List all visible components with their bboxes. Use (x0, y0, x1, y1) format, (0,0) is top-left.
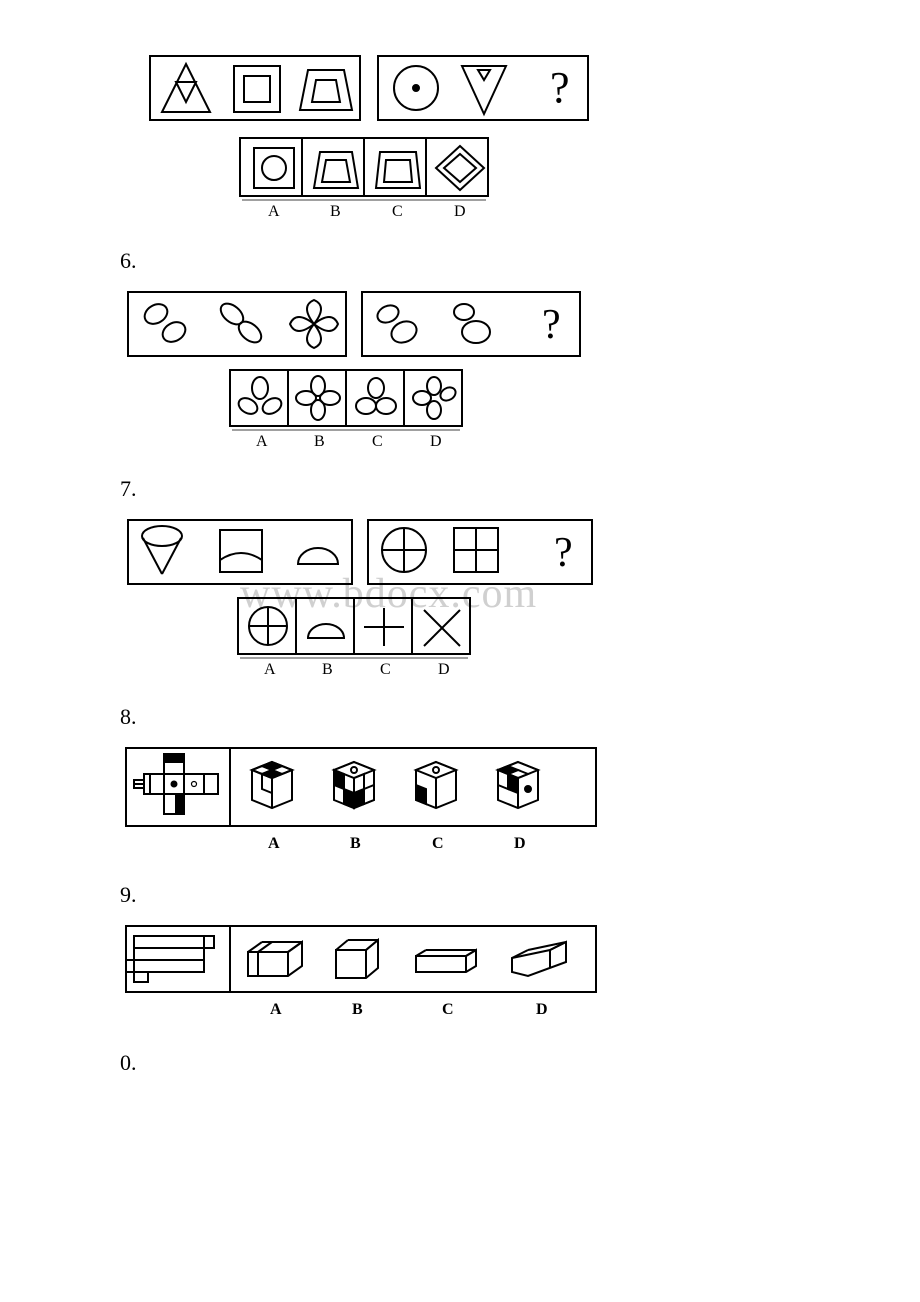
q9-number: 9. (120, 882, 800, 908)
q6-label-c: C (372, 433, 383, 450)
q6-label-a: A (256, 433, 268, 450)
q9-svg: A B C D (120, 920, 620, 1030)
q8-number: 8. (120, 704, 800, 730)
q6-figure: ? (120, 286, 800, 456)
q7-svg: ? (120, 514, 630, 684)
q8-label-d: D (514, 835, 526, 852)
q7-number: 7. (120, 476, 800, 502)
q7-figure: www.bdocx.com (120, 514, 800, 684)
q7-label-c: C (380, 661, 391, 678)
q9-figure: A B C D (120, 920, 800, 1030)
q8-label-b: B (350, 835, 361, 852)
q0-number: 0. (120, 1050, 800, 1076)
q5-figure: ? (140, 48, 800, 228)
q9-label-b: B (352, 1001, 363, 1018)
q9-label-a: A (270, 1001, 282, 1018)
q5-label-d: D (454, 203, 466, 220)
q7-label-a: A (264, 661, 276, 678)
q8-figure: A B C D (120, 742, 800, 862)
q8-label-a: A (268, 835, 280, 852)
q9-label-d: D (536, 1001, 548, 1018)
q7-qmark: ? (554, 530, 573, 576)
q6-svg: ? (120, 286, 620, 456)
q7-label-b: B (322, 661, 333, 678)
q7-label-d: D (438, 661, 450, 678)
q6-label-d: D (430, 433, 442, 450)
q5-qmark: ? (550, 63, 570, 112)
q6-label-b: B (314, 433, 325, 450)
page: ? (0, 0, 920, 1148)
q6-qmark: ? (542, 302, 561, 348)
q5-label-a: A (268, 203, 280, 220)
q8-svg: A B C D (120, 742, 620, 862)
q8-label-c: C (432, 835, 444, 852)
q6-number: 6. (120, 248, 800, 274)
q5-svg: ? (140, 48, 610, 228)
q5-label-c: C (392, 203, 403, 220)
q9-label-c: C (442, 1001, 454, 1018)
q5-label-b: B (330, 203, 341, 220)
